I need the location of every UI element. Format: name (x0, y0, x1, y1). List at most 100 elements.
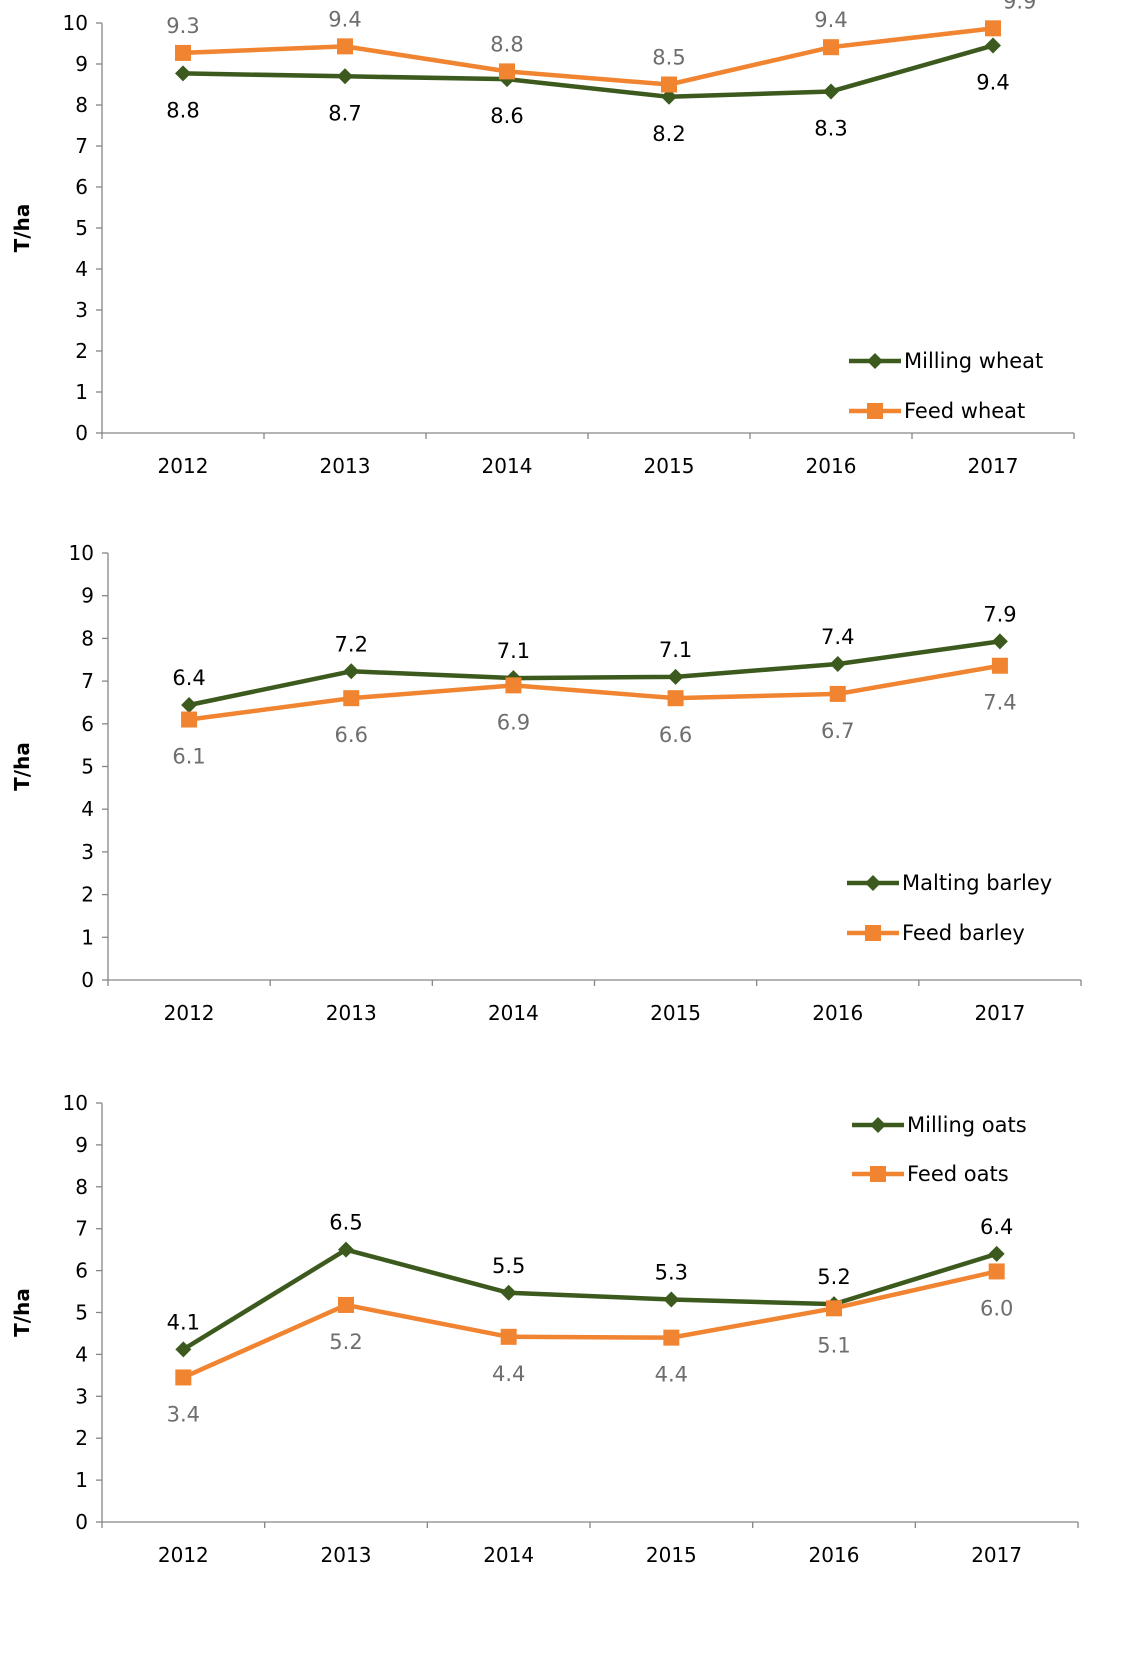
data-point-diamond (181, 697, 198, 714)
data-label: 6.6 (659, 723, 692, 747)
x-tick-label: 2014 (488, 1001, 539, 1025)
y-tick-label: 8 (81, 626, 94, 650)
data-label: 3.4 (167, 1402, 200, 1426)
legend-label: Malting barley (902, 871, 1052, 895)
x-tick-label: 2014 (482, 454, 533, 478)
data-label: 5.2 (817, 1265, 850, 1289)
legend-marker-diamond (870, 1117, 886, 1133)
data-point-diamond (829, 656, 846, 673)
y-axis-label: T/ha (10, 204, 34, 253)
x-tick-label: 2014 (483, 1543, 534, 1567)
data-point-diamond (823, 83, 839, 100)
series-1: 4.1 6.5 5.5 5.3 5.2 6.4 (167, 1211, 1013, 1358)
x-tick-label: 2015 (650, 1001, 701, 1025)
y-tick-label: 0 (75, 1510, 88, 1534)
data-label: 6.4 (980, 1215, 1013, 1239)
data-label: 8.8 (166, 98, 199, 122)
data-point-square (343, 690, 360, 707)
x-tick-label: 2013 (320, 454, 371, 478)
legend-label: Feed wheat (904, 399, 1025, 423)
x-tick-label: 2012 (158, 1543, 209, 1567)
x-tick-label: 2016 (809, 1543, 860, 1567)
data-point-square (337, 38, 353, 55)
line-chart-3: 0 1 2 3 4 5 6 7 8 9 10 2012 2013 2014 2015 2016 2017 T/ha… (10, 1091, 1079, 1567)
legend-entry-2: Feed barley (847, 921, 1025, 945)
data-point-square (988, 1263, 1005, 1280)
y-tick-label: 3 (75, 1384, 88, 1408)
series-1: 8.8 8.7 8.6 8.2 8.3 9.4 (166, 37, 1010, 146)
data-point-square (826, 1300, 842, 1317)
y-tick-label: 3 (81, 840, 94, 864)
data-label: 8.5 (652, 46, 685, 70)
y-tick-label: 4 (75, 257, 88, 281)
series-line (182, 26, 994, 87)
series-1: 6.4 7.2 7.1 7.1 7.4 7.9 (172, 602, 1017, 714)
data-point-diamond (667, 668, 684, 685)
data-label: 7.9 (983, 602, 1016, 626)
y-tick-label: 3 (75, 298, 88, 322)
data-point-square (175, 44, 191, 61)
y-axis-label: T/ha (10, 1288, 34, 1337)
y-tick-label: 6 (81, 712, 94, 736)
x-tick-label: 2015 (646, 1543, 697, 1567)
x-tick-label: 2016 (812, 1001, 863, 1025)
y-tick-label: 7 (75, 134, 88, 158)
y-tick-label: 0 (75, 421, 88, 445)
data-point-square (991, 657, 1008, 674)
y-tick-label: 1 (81, 925, 94, 949)
y-tick-label: 10 (63, 11, 88, 35)
y-tick-label: 6 (75, 175, 88, 199)
y-tick-label: 9 (75, 52, 88, 76)
data-label: 7.1 (497, 639, 530, 663)
y-tick-label: 5 (75, 216, 88, 240)
data-label: 5.5 (492, 1254, 525, 1278)
x-tick-label: 2017 (968, 454, 1019, 478)
data-point-diamond (337, 68, 353, 85)
line-chart-2: 0 1 2 3 4 5 6 7 8 9 10 2012 2013 2014 2015 2016 2017 T/ha… (10, 541, 1082, 1025)
data-point-square (667, 690, 684, 707)
data-point-diamond (500, 1284, 517, 1301)
data-point-diamond (985, 37, 1001, 54)
data-point-square (985, 20, 1001, 37)
data-point-diamond (991, 633, 1008, 650)
data-point-square (338, 1296, 354, 1313)
y-tick-label: 8 (75, 93, 88, 117)
data-label: 7.4 (821, 625, 854, 649)
series-line (182, 1247, 998, 1352)
legend-marker-square (870, 1166, 886, 1182)
data-point-square (829, 685, 846, 702)
data-label: 8.2 (652, 122, 685, 146)
data-label: 4.4 (655, 1363, 688, 1387)
data-label: 6.5 (329, 1211, 362, 1235)
data-point-square (505, 677, 522, 694)
y-tick-label: 10 (63, 1091, 88, 1115)
data-label: 4.4 (492, 1362, 525, 1386)
series-line (182, 1269, 998, 1380)
data-point-square (661, 76, 677, 93)
x-tick-label: 2017 (971, 1543, 1022, 1567)
data-label: 7.4 (983, 691, 1016, 715)
data-point-square (663, 1329, 680, 1346)
legend-marker-square (867, 403, 883, 419)
y-tick-label: 2 (75, 1426, 88, 1450)
legend-label: Milling oats (907, 1113, 1027, 1137)
data-point-diamond (661, 88, 677, 105)
legend-label: Feed oats (907, 1162, 1009, 1186)
y-tick-label: 9 (75, 1133, 88, 1157)
legend-entry-1: Milling oats (852, 1113, 1027, 1137)
y-tick-label: 5 (81, 755, 94, 779)
legend-marker-diamond (865, 875, 881, 891)
y-axis-label: T/ha (10, 742, 34, 791)
x-tick-label: 2013 (326, 1001, 377, 1025)
series-line (188, 639, 1001, 708)
data-label: 6.1 (172, 745, 205, 769)
data-label: 6.6 (335, 723, 368, 747)
data-label: 6.4 (172, 666, 205, 690)
series-line (182, 43, 994, 100)
x-tick-label: 2016 (806, 454, 857, 478)
legend-entry-1: Malting barley (847, 871, 1052, 895)
data-point-diamond (343, 663, 360, 680)
y-tick-label: 1 (75, 380, 88, 404)
data-label: 6.7 (821, 719, 854, 743)
